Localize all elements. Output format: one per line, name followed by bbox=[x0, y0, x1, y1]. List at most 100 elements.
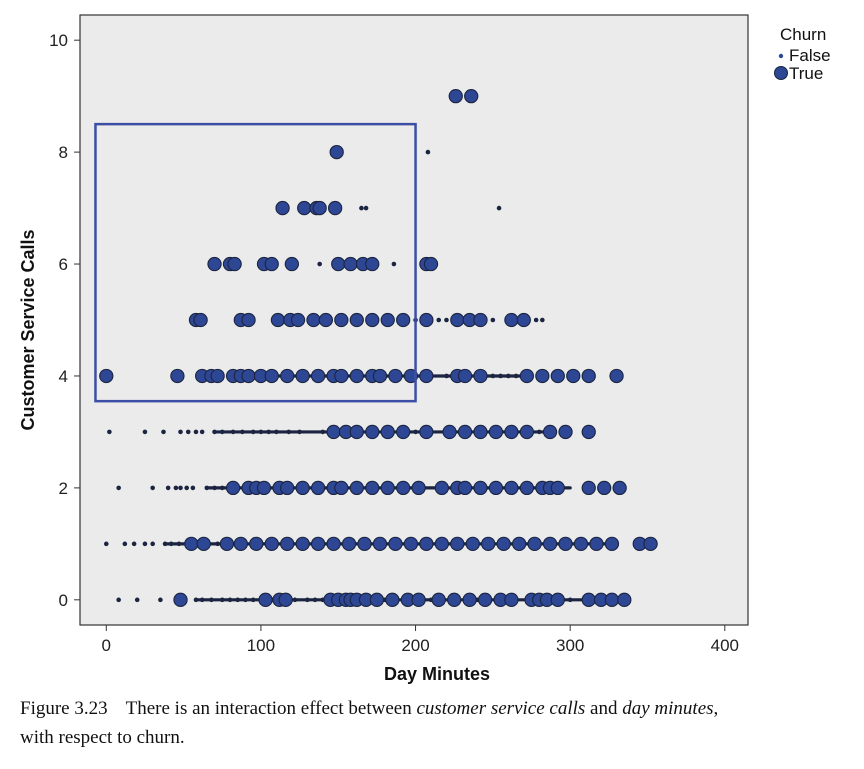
point-true bbox=[385, 592, 400, 607]
point-true bbox=[519, 424, 535, 440]
point-true bbox=[241, 368, 256, 384]
point-true bbox=[99, 368, 114, 384]
point-false bbox=[215, 541, 220, 547]
point-true bbox=[462, 592, 477, 607]
point-true bbox=[558, 424, 573, 440]
point-true bbox=[573, 536, 589, 552]
caption-text-1: There is an interaction effect between bbox=[125, 698, 417, 719]
y-tick-label: 6 bbox=[59, 255, 68, 274]
point-true bbox=[504, 592, 519, 607]
series-true-points bbox=[99, 88, 658, 607]
point-true bbox=[349, 368, 364, 384]
y-tick-label: 0 bbox=[59, 591, 68, 610]
point-true bbox=[196, 536, 211, 552]
point-true bbox=[504, 424, 519, 440]
point-false bbox=[266, 429, 271, 435]
point-true bbox=[318, 312, 334, 328]
point-true bbox=[403, 368, 419, 384]
point-false bbox=[506, 373, 511, 379]
point-false bbox=[150, 541, 155, 547]
caption-number: Figure 3.23 bbox=[20, 698, 108, 719]
point-true bbox=[327, 200, 343, 216]
point-true bbox=[411, 480, 426, 496]
point-true bbox=[380, 312, 395, 328]
point-false bbox=[292, 597, 298, 603]
point-false bbox=[540, 317, 545, 323]
point-true bbox=[334, 480, 349, 496]
point-true bbox=[210, 368, 225, 384]
point-true bbox=[488, 480, 504, 496]
caption-term-1: customer service calls bbox=[416, 698, 586, 719]
point-true bbox=[295, 368, 310, 384]
point-false bbox=[219, 597, 225, 603]
point-true bbox=[193, 312, 208, 328]
point-true bbox=[295, 536, 310, 552]
x-tick-label: 0 bbox=[102, 636, 111, 655]
point-true bbox=[264, 368, 279, 384]
point-true bbox=[310, 480, 326, 496]
point-true bbox=[447, 592, 462, 607]
point-false bbox=[150, 485, 155, 491]
point-false bbox=[158, 597, 163, 603]
point-false bbox=[168, 541, 174, 547]
point-true bbox=[396, 424, 411, 440]
point-true bbox=[312, 200, 327, 216]
point-true bbox=[516, 312, 531, 328]
point-true bbox=[297, 200, 312, 216]
point-false bbox=[444, 373, 449, 379]
point-true bbox=[448, 88, 463, 104]
point-true bbox=[419, 536, 434, 552]
point-false bbox=[178, 429, 183, 435]
point-true bbox=[457, 368, 473, 384]
x-tick-label: 400 bbox=[711, 636, 739, 655]
point-true bbox=[473, 480, 488, 496]
point-true bbox=[431, 592, 446, 607]
point-false bbox=[204, 485, 210, 491]
point-false bbox=[536, 429, 542, 435]
point-true bbox=[612, 480, 627, 496]
point-true bbox=[341, 536, 357, 552]
point-true bbox=[290, 312, 306, 328]
point-true bbox=[241, 312, 256, 328]
point-false bbox=[250, 597, 256, 603]
point-true bbox=[488, 424, 504, 440]
x-tick-label: 100 bbox=[247, 636, 275, 655]
legend-marker-false bbox=[778, 53, 784, 59]
point-true bbox=[434, 536, 449, 552]
point-true bbox=[349, 480, 364, 496]
legend-label-false: False bbox=[789, 46, 831, 65]
point-true bbox=[365, 312, 380, 328]
point-true bbox=[331, 256, 346, 272]
point-false bbox=[199, 429, 205, 435]
point-true bbox=[184, 536, 199, 552]
point-true bbox=[329, 144, 344, 160]
point-false bbox=[178, 485, 183, 491]
point-false bbox=[230, 429, 236, 435]
point-false bbox=[317, 261, 322, 267]
highlight-box bbox=[94, 122, 417, 403]
point-false bbox=[274, 429, 279, 435]
point-true bbox=[278, 592, 293, 607]
point-true bbox=[326, 424, 341, 440]
point-true bbox=[295, 480, 310, 496]
point-false bbox=[209, 597, 214, 603]
point-true bbox=[481, 536, 496, 552]
point-true bbox=[343, 256, 358, 272]
point-true bbox=[396, 480, 411, 496]
point-true bbox=[617, 592, 632, 607]
point-true bbox=[581, 480, 596, 496]
point-false bbox=[490, 317, 496, 323]
point-true bbox=[643, 536, 658, 552]
point-true bbox=[604, 592, 620, 607]
point-true bbox=[380, 424, 395, 440]
point-false bbox=[193, 429, 199, 435]
point-true bbox=[396, 312, 411, 328]
point-false bbox=[312, 597, 318, 603]
point-true bbox=[511, 536, 527, 552]
point-true bbox=[423, 256, 439, 272]
point-false bbox=[320, 429, 326, 435]
point-true bbox=[357, 536, 372, 552]
point-true bbox=[504, 312, 519, 328]
point-true bbox=[310, 536, 326, 552]
point-true bbox=[227, 256, 242, 272]
